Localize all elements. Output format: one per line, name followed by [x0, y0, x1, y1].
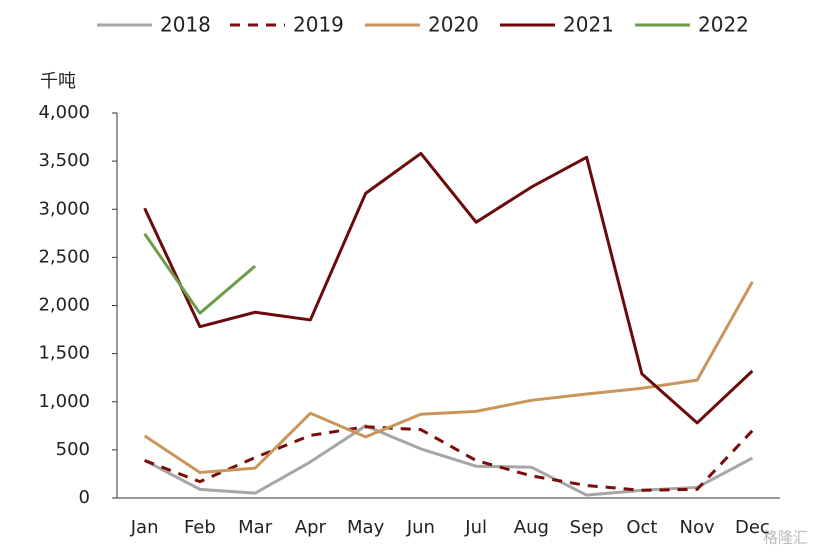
x-tick-label: Jun — [406, 517, 435, 538]
legend-label: 2022 — [698, 13, 749, 37]
y-axis-unit: 千吨 — [40, 71, 76, 92]
y-tick-label: 3,000 — [38, 198, 90, 219]
legend-label: 2021 — [563, 13, 614, 37]
x-tick-label: Aug — [514, 517, 549, 538]
series-line — [143, 281, 754, 474]
x-tick-label: Mar — [238, 517, 273, 538]
series-line — [143, 151, 754, 425]
series-line — [143, 424, 754, 497]
x-tick-label: Oct — [626, 517, 657, 538]
x-tick-label: Sep — [570, 517, 604, 538]
y-tick-label: 1,000 — [38, 391, 90, 412]
x-tick-label: Feb — [184, 517, 216, 538]
x-tick-label: Apr — [295, 517, 327, 538]
y-tick-label: 0 — [79, 487, 90, 508]
series-line — [143, 232, 257, 315]
x-tick-label: Jan — [130, 517, 159, 538]
watermark: 格隆汇 — [763, 529, 808, 547]
legend-label: 2019 — [293, 13, 344, 37]
y-tick-label: 500 — [56, 439, 90, 460]
y-tick-label: 4,000 — [38, 102, 90, 123]
x-tick-label: Dec — [735, 517, 770, 538]
y-tick-label: 1,500 — [38, 343, 90, 364]
y-tick-label: 3,500 — [38, 150, 90, 171]
legend-label: 2020 — [428, 13, 479, 37]
legend-label: 2018 — [160, 13, 211, 37]
x-tick-label: Nov — [680, 517, 715, 538]
x-tick-label: Jul — [464, 517, 487, 538]
x-tick-label: May — [347, 517, 385, 538]
y-tick-label: 2,500 — [38, 246, 90, 267]
series-line — [144, 425, 754, 492]
y-tick-label: 2,000 — [38, 295, 90, 316]
